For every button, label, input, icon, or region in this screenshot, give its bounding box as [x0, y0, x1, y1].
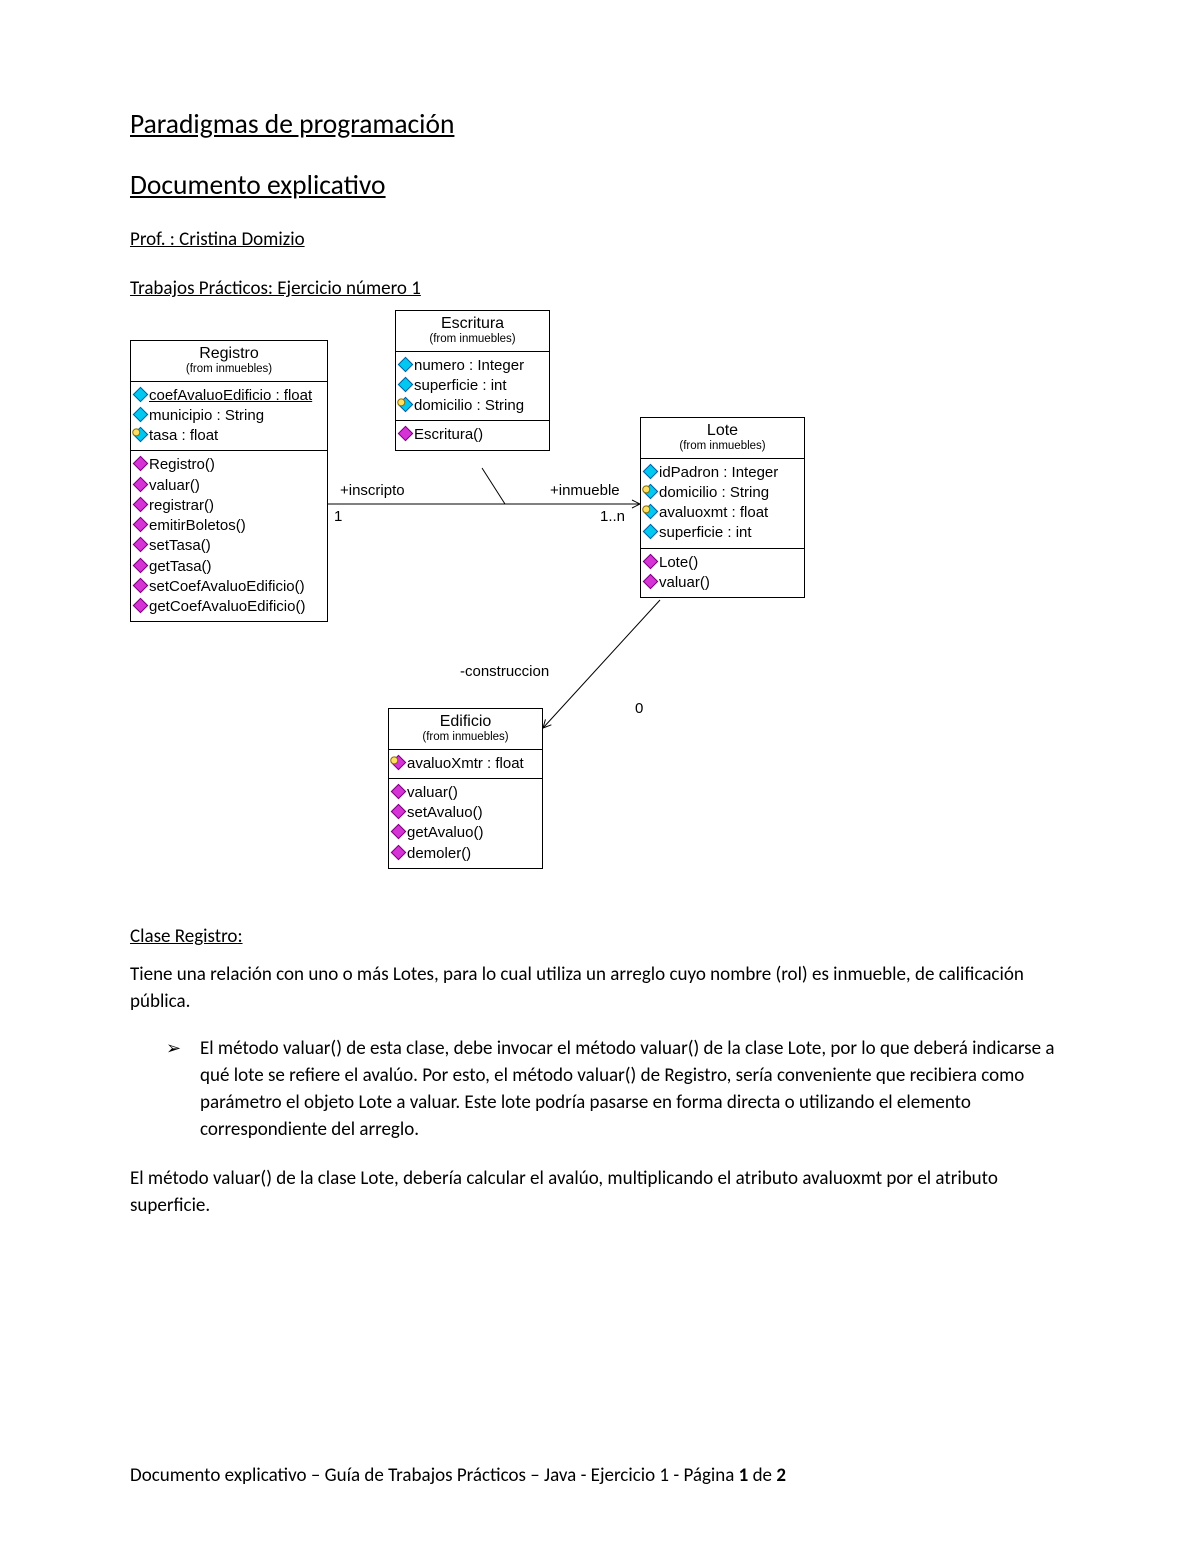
- uml-ops: Escritura(): [396, 421, 549, 449]
- method-icon: [398, 426, 414, 442]
- uml-name: Registro: [137, 345, 321, 363]
- attr-icon: [398, 377, 414, 393]
- method-icon: [133, 476, 149, 492]
- uml-operation: getAvaluo(): [393, 823, 536, 843]
- uml-class-escritura: Escritura (from inmuebles) numero : Inte…: [395, 310, 550, 451]
- assoc-construccion: -construccion: [460, 663, 549, 680]
- bullet-list: El método valuar() de esta clase, debe i…: [130, 1036, 1070, 1144]
- assoc-inscripto: +inscripto: [340, 482, 405, 499]
- uml-attribute: tasa : float: [135, 426, 321, 446]
- uml-diagram: Registro (from inmuebles) coefAvaluoEdif…: [130, 310, 850, 905]
- attr-icon: [643, 463, 659, 479]
- list-item: El método valuar() de esta clase, debe i…: [200, 1036, 1070, 1144]
- method-icon: [643, 574, 659, 590]
- uml-class-lote: Lote (from inmuebles) idPadron : Integer…: [640, 417, 805, 598]
- attr-icon: [398, 397, 414, 413]
- uml-operation: valuar(): [393, 783, 536, 803]
- attr-icon: [133, 407, 149, 423]
- uml-attribute: coefAvaluoEdificio : float: [135, 386, 321, 406]
- uml-operation: Escritura(): [400, 425, 543, 445]
- method-icon: [133, 578, 149, 594]
- paragraph-1: Tiene una relación con uno o más Lotes, …: [130, 962, 1070, 1016]
- method-icon: [391, 804, 407, 820]
- method-icon: [391, 784, 407, 800]
- uml-operation: registrar(): [135, 496, 321, 516]
- method-icon: [133, 456, 149, 472]
- uml-from: (from inmuebles): [137, 363, 321, 376]
- uml-attrs: coefAvaluoEdificio : floatmunicipio : St…: [131, 382, 327, 452]
- uml-operation: setAvaluo(): [393, 803, 536, 823]
- method-icon: [391, 824, 407, 840]
- page-title: Paradigmas de programación: [130, 108, 1070, 141]
- assoc-zero: 0: [635, 700, 643, 717]
- uml-operation: valuar(): [135, 476, 321, 496]
- method-icon: [391, 844, 407, 860]
- attr-icon: [643, 484, 659, 500]
- section-heading: Clase Registro:: [130, 925, 1070, 948]
- uml-attribute: domicilio : String: [645, 483, 798, 503]
- attr-icon: [391, 754, 407, 770]
- page-footer: Documento explicativo – Guía de Trabajos…: [130, 1464, 786, 1487]
- assoc-one: 1: [334, 508, 342, 525]
- uml-attribute: idPadron : Integer: [645, 463, 798, 483]
- uml-ops: Registro()valuar()registrar()emitirBolet…: [131, 451, 327, 621]
- uml-name: Escritura: [402, 315, 543, 333]
- uml-name: Edificio: [395, 713, 536, 731]
- method-icon: [133, 598, 149, 614]
- uml-attrs: avaluoXmtr : float: [389, 750, 542, 779]
- uml-attribute: superficie : int: [400, 376, 543, 396]
- page-subtitle: Documento explicativo: [130, 169, 1070, 202]
- tp-line: Trabajos Prácticos: Ejercicio número 1: [130, 277, 1070, 300]
- assoc-many: 1..n: [600, 508, 625, 525]
- uml-attribute: municipio : String: [135, 406, 321, 426]
- method-icon: [133, 497, 149, 513]
- attr-icon: [398, 356, 414, 372]
- uml-ops: valuar()setAvaluo()getAvaluo()demoler(): [389, 779, 542, 868]
- method-icon: [133, 557, 149, 573]
- uml-operation: emitirBoletos(): [135, 516, 321, 536]
- uml-name: Lote: [647, 422, 798, 440]
- uml-operation: getTasa(): [135, 557, 321, 577]
- professor-line: Prof. : Cristina Domizio: [130, 228, 1070, 251]
- uml-attribute: domicilio : String: [400, 396, 543, 416]
- uml-class-edificio: Edificio (from inmuebles) avaluoXmtr : f…: [388, 708, 543, 869]
- uml-attribute: avaluoxmt : float: [645, 503, 798, 523]
- uml-class-registro: Registro (from inmuebles) coefAvaluoEdif…: [130, 340, 328, 622]
- uml-from: (from inmuebles): [647, 440, 798, 453]
- uml-attribute: numero : Integer: [400, 356, 543, 376]
- uml-from: (from inmuebles): [395, 731, 536, 744]
- uml-operation: valuar(): [645, 573, 798, 593]
- uml-attrs: numero : Integersuperficie : intdomicili…: [396, 352, 549, 422]
- attr-icon: [133, 427, 149, 443]
- method-icon: [133, 537, 149, 553]
- method-icon: [643, 553, 659, 569]
- uml-operation: Registro(): [135, 455, 321, 475]
- uml-operation: setCoefAvaluoEdificio(): [135, 577, 321, 597]
- uml-operation: getCoefAvaluoEdificio(): [135, 597, 321, 617]
- uml-attribute: avaluoXmtr : float: [393, 754, 536, 774]
- uml-ops: Lote()valuar(): [641, 549, 804, 598]
- paragraph-2: El método valuar() de la clase Lote, deb…: [130, 1166, 1070, 1220]
- attr-icon: [643, 504, 659, 520]
- method-icon: [133, 517, 149, 533]
- uml-operation: setTasa(): [135, 536, 321, 556]
- attr-icon: [133, 386, 149, 402]
- uml-from: (from inmuebles): [402, 333, 543, 346]
- uml-attribute: superficie : int: [645, 523, 798, 543]
- assoc-inmueble: +inmueble: [550, 482, 620, 499]
- uml-operation: Lote(): [645, 553, 798, 573]
- attr-icon: [643, 524, 659, 540]
- uml-attrs: idPadron : Integerdomicilio : Stringaval…: [641, 459, 804, 549]
- uml-operation: demoler(): [393, 844, 536, 864]
